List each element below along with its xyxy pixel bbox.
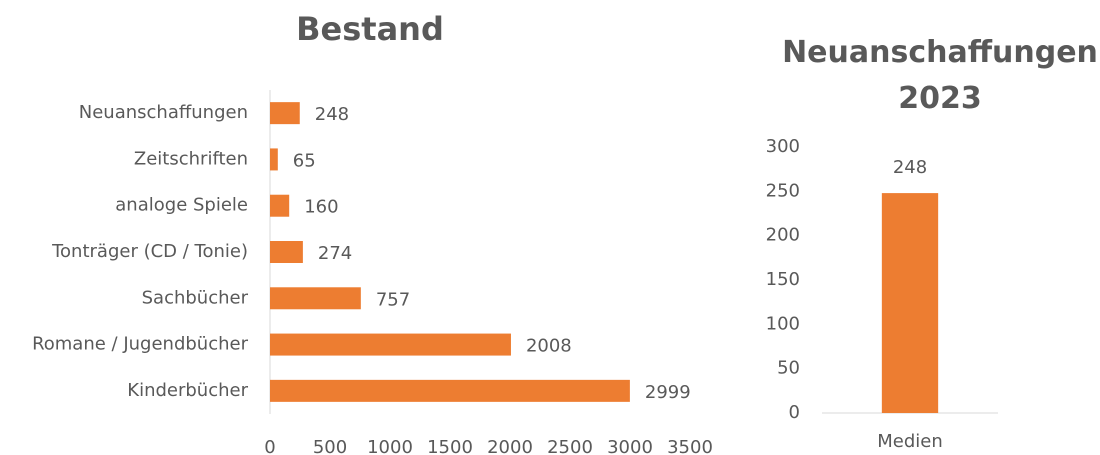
y-tick-label: Tonträger (CD / Tonie) [51, 241, 248, 262]
bar [881, 193, 939, 413]
y-tick-label: Neuanschaffungen [79, 102, 248, 123]
y-tick-label: 200 [766, 225, 800, 246]
x-tick-label: 0 [264, 437, 275, 455]
y-tick-label: Romane / Jugendbücher [32, 334, 249, 355]
x-tick-label: 2500 [547, 437, 593, 455]
chart-title: Neuanschaffungen 2023 [782, 35, 1098, 116]
x-tick-label: 500 [313, 437, 347, 455]
bar [270, 287, 361, 310]
x-tick-label: 1500 [427, 437, 473, 455]
y-tick-label: 50 [777, 358, 800, 379]
data-label: 2008 [526, 336, 572, 357]
data-label: 757 [376, 289, 410, 310]
y-tick-label: 250 [766, 180, 800, 201]
bar [270, 333, 511, 356]
y-tick-label: 300 [766, 136, 800, 157]
x-tick-label: 3500 [667, 437, 713, 455]
data-label: 65 [293, 150, 316, 171]
y-tick-label: analoge Spiele [115, 195, 248, 216]
y-tick-label: Kinderbücher [127, 380, 248, 401]
x-tick-label: Medien [877, 431, 943, 452]
x-tick-label: 3000 [607, 437, 653, 455]
chart-title: Bestand [296, 10, 444, 48]
data-label: 274 [318, 243, 352, 264]
bar [270, 148, 278, 171]
y-tick-label: Zeitschriften [134, 148, 248, 169]
x-tick-label: 1000 [367, 437, 413, 455]
data-label: 248 [315, 104, 349, 125]
bar [270, 379, 630, 402]
bar [270, 102, 300, 125]
y-tick-label: 150 [766, 269, 800, 290]
bar [270, 241, 303, 263]
x-tick-label: 2000 [487, 437, 533, 455]
data-label: 160 [304, 197, 338, 218]
y-tick-label: 0 [789, 402, 800, 423]
bar [270, 194, 290, 217]
y-tick-label: Sachbücher [142, 287, 249, 308]
data-label: 2999 [645, 382, 691, 403]
data-label: 248 [893, 157, 927, 178]
y-tick-label: 100 [766, 313, 800, 334]
